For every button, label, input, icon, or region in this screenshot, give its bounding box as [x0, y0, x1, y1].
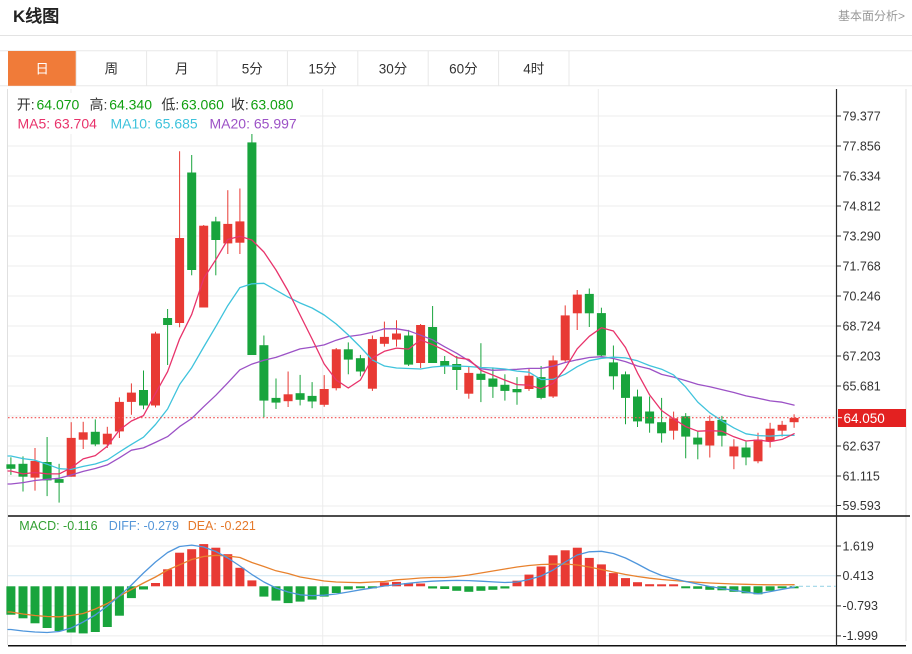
- svg-text:4时: 4时: [523, 62, 544, 77]
- svg-text:高:: 高:: [90, 97, 108, 113]
- svg-text:0.413: 0.413: [843, 569, 874, 583]
- svg-text:68.724: 68.724: [843, 319, 881, 333]
- svg-text:收:: 收:: [231, 97, 249, 113]
- svg-text:65.681: 65.681: [843, 379, 881, 393]
- svg-text:73.290: 73.290: [843, 229, 881, 243]
- svg-text:79.377: 79.377: [843, 109, 881, 123]
- svg-text:59.593: 59.593: [843, 499, 881, 513]
- svg-text:63.080: 63.080: [251, 97, 294, 113]
- svg-text:-1.999: -1.999: [843, 629, 878, 643]
- svg-text:70.246: 70.246: [843, 289, 881, 303]
- svg-text:60分: 60分: [449, 62, 478, 77]
- svg-text:64.050: 64.050: [844, 411, 885, 426]
- svg-text:日: 日: [35, 62, 49, 77]
- svg-text:64.340: 64.340: [109, 97, 152, 113]
- svg-text:63.060: 63.060: [181, 97, 224, 113]
- svg-text:-0.793: -0.793: [843, 599, 878, 613]
- svg-text:低:: 低:: [161, 97, 179, 113]
- svg-text:64.070: 64.070: [37, 97, 80, 113]
- svg-text:76.334: 76.334: [843, 169, 881, 183]
- svg-text:MACD: -0.116: MACD: -0.116: [19, 519, 97, 533]
- svg-text:K线图: K线图: [13, 6, 59, 26]
- svg-text:DIFF: -0.279: DIFF: -0.279: [109, 519, 179, 533]
- svg-text:MA10: 65.685: MA10: 65.685: [111, 116, 198, 132]
- svg-text:MA20: 65.997: MA20: 65.997: [210, 116, 297, 132]
- svg-text:30分: 30分: [379, 62, 408, 77]
- svg-text:DEA: -0.221: DEA: -0.221: [188, 519, 256, 533]
- svg-text:62.637: 62.637: [843, 439, 881, 453]
- svg-text:77.856: 77.856: [843, 139, 881, 153]
- svg-text:74.812: 74.812: [843, 199, 881, 213]
- svg-text:基本面分析>: 基本面分析>: [838, 9, 905, 23]
- svg-text:5分: 5分: [242, 62, 263, 77]
- svg-text:71.768: 71.768: [843, 259, 881, 273]
- svg-text:周: 周: [105, 62, 119, 77]
- svg-text:67.203: 67.203: [843, 349, 881, 363]
- svg-text:1.619: 1.619: [843, 539, 874, 553]
- svg-text:开:: 开:: [17, 97, 35, 113]
- svg-text:月: 月: [175, 62, 189, 77]
- svg-text:15分: 15分: [308, 62, 337, 77]
- svg-text:MA5: 63.704: MA5: 63.704: [18, 116, 98, 132]
- svg-text:61.115: 61.115: [843, 469, 880, 483]
